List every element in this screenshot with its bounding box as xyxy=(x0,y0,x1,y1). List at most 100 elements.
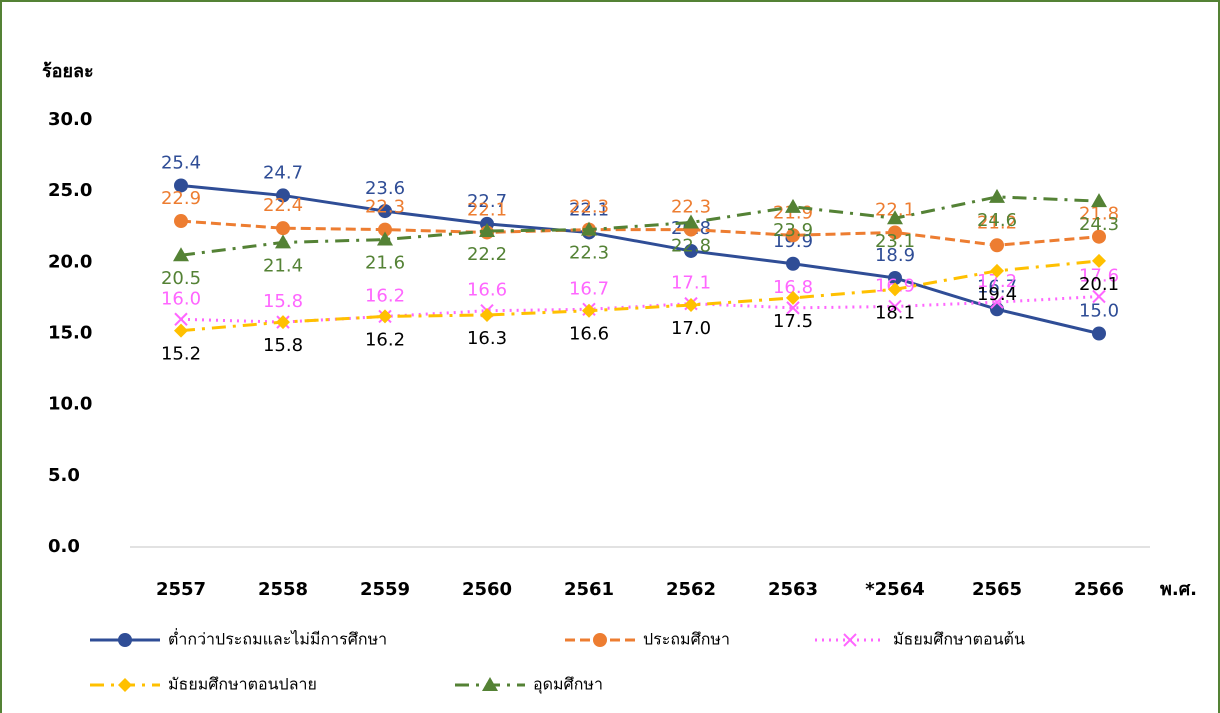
data-label: 25.4 xyxy=(161,152,201,173)
marker xyxy=(888,225,902,240)
marker xyxy=(378,222,392,237)
marker xyxy=(989,188,1005,203)
data-label: 24.6 xyxy=(977,210,1017,231)
x-tick-label: 2561 xyxy=(564,579,614,600)
legend-label: มัธยมศึกษาตอนต้น xyxy=(893,630,1025,649)
data-label: 15.0 xyxy=(1079,301,1119,322)
legend-item: ต่ำกว่าประถมและไม่มีการศึกษา xyxy=(90,628,387,649)
marker xyxy=(1092,229,1106,244)
legend-item: อุดมศึกษา xyxy=(455,675,603,695)
legend-item: มัธยมศึกษาตอนปลาย xyxy=(90,675,317,694)
series: 16.015.816.216.616.717.116.816.917.217.6 xyxy=(161,265,1119,329)
marker xyxy=(174,323,188,338)
data-label: 20.1 xyxy=(1079,274,1119,295)
x-tick-label: 2563 xyxy=(768,579,818,600)
data-label: 22.1 xyxy=(467,199,507,220)
marker xyxy=(786,290,800,305)
data-label: 24.3 xyxy=(1079,214,1119,235)
data-label: 17.2 xyxy=(977,271,1017,292)
marker xyxy=(1092,253,1106,268)
data-label: 16.3 xyxy=(467,328,507,349)
data-label: 21.4 xyxy=(263,255,303,276)
legend-label: ประถมศึกษา xyxy=(643,630,730,649)
marker xyxy=(174,312,188,326)
line xyxy=(180,183,1100,335)
marker xyxy=(1092,289,1106,304)
marker xyxy=(786,228,800,243)
legend-item: ประถมศึกษา xyxy=(565,630,730,649)
marker xyxy=(378,309,392,324)
x-tick-label: 2566 xyxy=(1074,579,1124,600)
marker xyxy=(888,282,902,297)
data-label: 16.7 xyxy=(569,278,609,299)
data-label: 17.0 xyxy=(671,318,711,339)
marker xyxy=(1091,193,1107,208)
x-tick-label: 2557 xyxy=(156,579,206,600)
data-label: 22.3 xyxy=(365,197,405,218)
marker xyxy=(990,295,1004,309)
marker xyxy=(275,234,291,249)
data-label: 16.7 xyxy=(977,276,1017,297)
data-label: 16.2 xyxy=(365,285,405,306)
marker xyxy=(581,221,597,236)
data-label: 22.2 xyxy=(467,244,507,265)
data-label: 16.2 xyxy=(365,329,405,350)
data-label: 22.8 xyxy=(671,235,711,256)
x-tick-label: 2560 xyxy=(462,579,512,600)
marker xyxy=(174,178,188,193)
legend-item: มัธยมศึกษาตอนต้น xyxy=(815,630,1025,649)
marker xyxy=(990,238,1004,253)
series: 15.2 15.8 16.2 16.3 16.6 17.0 17.5 18.1 19.4 20.1 xyxy=(161,253,1119,365)
marker xyxy=(887,210,903,225)
data-label: 15.8 xyxy=(263,335,303,356)
marker xyxy=(276,188,290,203)
y-tick-label: 30.0 xyxy=(48,109,92,130)
data-label: 18.1 xyxy=(875,302,915,323)
data-label: 21.8 xyxy=(1079,204,1119,225)
marker xyxy=(118,633,132,647)
marker xyxy=(683,214,699,229)
legend-label: อุดมศึกษา xyxy=(533,675,603,695)
marker xyxy=(786,256,800,271)
data-label: 15.8 xyxy=(263,291,303,312)
marker xyxy=(276,315,290,330)
x-axis-label: พ.ศ. xyxy=(1160,579,1197,600)
data-label: 16.8 xyxy=(773,277,813,298)
line xyxy=(180,219,1100,247)
data-label: 22.7 xyxy=(467,191,507,212)
data-label: 21.2 xyxy=(977,212,1017,233)
data-label: 17.1 xyxy=(671,273,711,294)
data-label: 20.5 xyxy=(161,268,201,289)
data-label: 22.3 xyxy=(569,197,609,218)
marker xyxy=(785,198,801,213)
data-label: 23.1 xyxy=(875,231,915,252)
data-label: 23.6 xyxy=(365,178,405,199)
y-tick-label: 25.0 xyxy=(48,180,92,201)
data-label: 22.4 xyxy=(263,195,303,216)
marker xyxy=(378,204,392,219)
y-tick-label: 0.0 xyxy=(48,536,80,557)
marker xyxy=(888,270,902,285)
y-axis-label: ร้อยละ xyxy=(42,61,94,82)
marker xyxy=(593,633,607,647)
data-label: 18.9 xyxy=(875,245,915,266)
data-label: 22.3 xyxy=(671,197,711,218)
marker xyxy=(684,298,698,313)
marker xyxy=(1092,326,1106,341)
legend-label: ต่ำกว่าประถมและไม่มีการศึกษา xyxy=(168,628,387,649)
data-label: 16.6 xyxy=(569,324,609,345)
x-tick-label: 2562 xyxy=(666,579,716,600)
y-tick-label: 15.0 xyxy=(48,323,92,344)
series: 20.5 21.4 21.6 22.2 22.3 22.8 23.9 23.1 24.6 24.3 xyxy=(161,188,1119,289)
marker xyxy=(276,221,290,236)
legend-label: มัธยมศึกษาตอนปลาย xyxy=(168,675,317,694)
y-tick-label: 5.0 xyxy=(48,465,80,486)
x-tick-label: 2558 xyxy=(258,579,308,600)
data-label: 16.0 xyxy=(161,288,201,309)
marker xyxy=(582,303,596,318)
x-tick-label: *2564 xyxy=(865,579,925,600)
data-label: 22.9 xyxy=(161,188,201,209)
data-label: 17.6 xyxy=(1079,265,1119,286)
